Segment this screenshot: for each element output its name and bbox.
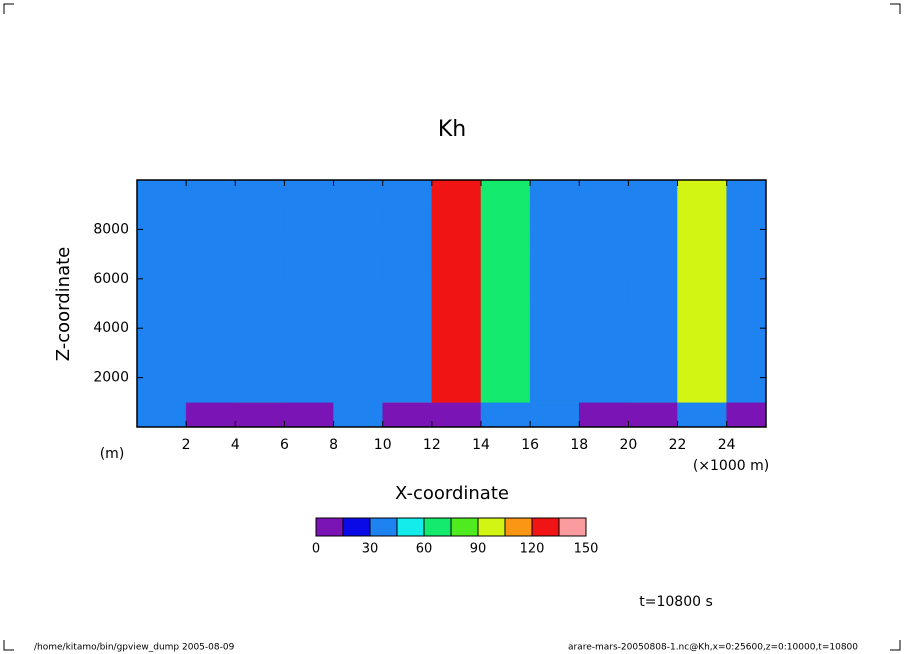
colorbar-box [477,517,506,537]
field-cell [628,179,678,403]
field-cell [579,179,629,403]
x-tick-label: 4 [231,437,240,453]
colorbar-box [342,517,371,537]
x-tick-label: 18 [570,437,588,453]
y-tick-label: 6000 [93,271,129,287]
x-unit: (×1000 m) [693,458,769,474]
plot-frame [136,179,767,428]
x-tick-label: 6 [280,437,289,453]
field-cell [529,179,580,403]
chart-title: Kh [438,117,466,142]
colorbar-box [315,517,344,537]
colorbar-box [531,517,560,537]
x-tick-label: 16 [521,437,539,453]
y-tick-label: 4000 [93,320,129,336]
colorbar-box [423,517,452,537]
colorbar-label: 150 [574,542,599,557]
y-unit: (m) [100,446,125,462]
x-tick-label: 12 [423,437,441,453]
x-tick-label: 24 [718,437,736,453]
footer-left: /home/kitamo/bin/gpview_dump 2005-08-09 [34,643,235,653]
x-axis-label: X-coordinate [395,483,509,504]
time-label: t=10800 s [639,594,713,610]
crop-marks [3,3,901,651]
field-cell [185,179,236,403]
colorbar-box [369,517,398,537]
crop-mark [3,3,14,14]
y-axis-label: Z-coordinate [53,247,74,362]
x-tick-label: 22 [669,437,687,453]
x-tick-label: 2 [182,437,191,453]
field-cell [726,179,767,403]
colorbar-box [558,517,587,537]
colorbar-label: 60 [416,542,433,557]
colorbar-box [504,517,533,537]
colorbar-label: 120 [520,542,545,557]
colorbar-box [450,517,479,537]
x-tick-label: 14 [472,437,490,453]
field-cell [136,179,187,403]
field-cell [431,179,482,403]
x-tick-label: 8 [329,437,338,453]
field-cell [382,179,433,403]
field-cell [677,179,727,403]
footer-right: arare-mars-20050808-1.nc@Kh,x=0:25600,z=… [568,643,858,653]
crop-mark [3,640,14,651]
colorbar-box [396,517,425,537]
field-cell [284,179,334,403]
crop-mark [890,3,901,14]
field-cell [480,179,531,403]
field-cell [235,179,285,403]
crop-mark [890,640,901,651]
x-tick-label: 10 [374,437,392,453]
y-tick-label: 8000 [93,221,129,237]
field-cell [333,179,383,403]
colorbar-label: 90 [470,542,487,557]
y-tick-label: 2000 [93,370,129,386]
colorbar-label: 30 [362,542,379,557]
colorbar-label: 0 [312,542,320,557]
x-tick-label: 20 [619,437,637,453]
